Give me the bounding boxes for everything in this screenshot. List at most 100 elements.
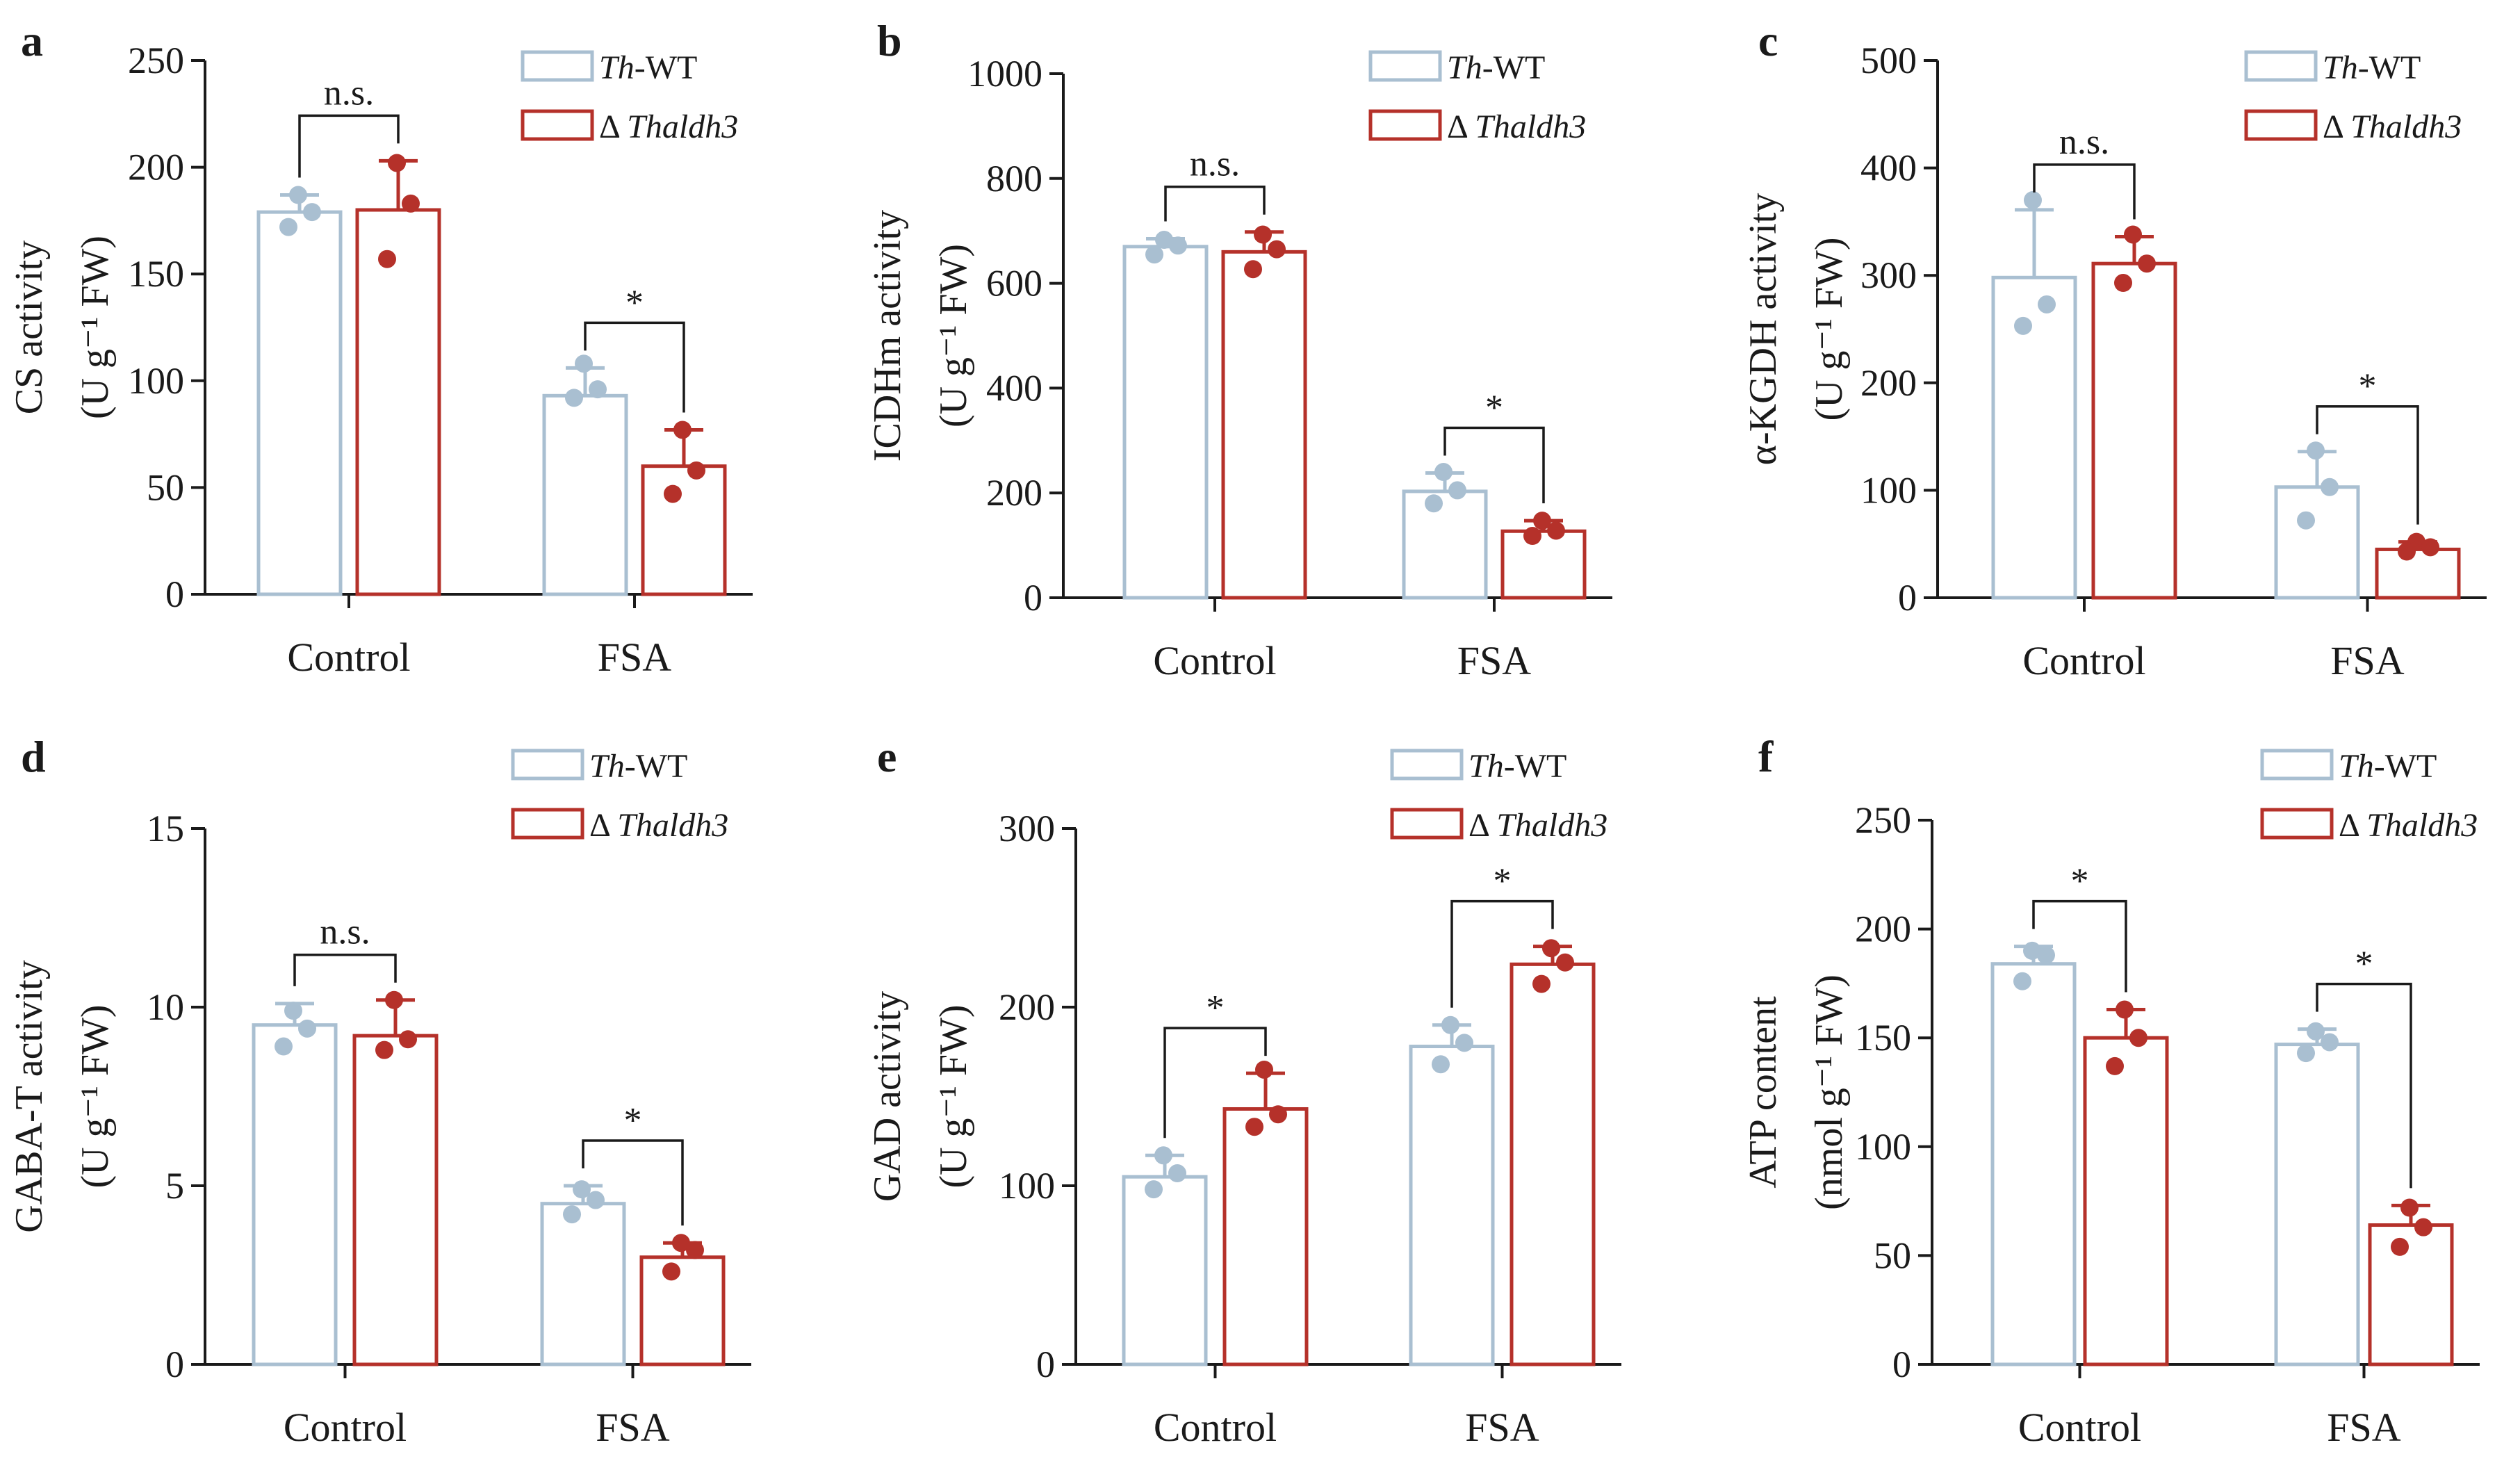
data-point	[1145, 1180, 1163, 1199]
data-point	[399, 1030, 417, 1049]
y-tick-label: 150	[1855, 1017, 1911, 1059]
mutant-bar	[1222, 1107, 1309, 1366]
x-tick-label: Control	[284, 1405, 407, 1450]
significance-bracket	[2033, 163, 2136, 220]
wt-bar	[252, 1023, 338, 1366]
data-point	[2124, 225, 2142, 244]
significance-label: *	[1485, 389, 1503, 428]
y-tick-label: 600	[986, 263, 1042, 304]
y-tick-label: 200	[128, 147, 184, 188]
legend-swatch-mutant	[1390, 808, 1464, 840]
x-tick-label: FSA	[1457, 638, 1532, 683]
data-point	[402, 194, 420, 213]
data-point	[563, 1205, 581, 1224]
legend: Th-WT Δ Thaldh3	[521, 49, 738, 145]
legend: Th-WT Δ Thaldh3	[1390, 748, 1607, 844]
data-point	[279, 218, 297, 236]
legend-swatch-mutant	[2260, 808, 2334, 840]
x-tick-label: FSA	[2327, 1405, 2401, 1450]
mutant-bar	[639, 1255, 726, 1366]
mutant-bar	[2375, 547, 2461, 600]
data-point	[662, 1262, 680, 1281]
y-tick-label: 100	[999, 1165, 1055, 1207]
y-tick-label: 400	[1860, 147, 1917, 189]
y-tick-label: 400	[986, 367, 1042, 409]
y-tick-label: 100	[1855, 1126, 1911, 1168]
y-tick-label: 300	[999, 808, 1055, 849]
y-tick-label: 100	[128, 360, 184, 402]
chart-panel-d: d GABA-T activity (U g⁻¹ FW) 0 5 10 15 Control F…	[8, 732, 751, 1450]
chart-panel-a: a CS activity (U g⁻¹ FW) 0 50 100 150 200 250 Con…	[8, 16, 753, 680]
legend-label-mutant: Δ Thaldh3	[599, 108, 738, 145]
panel-letter: c	[1758, 16, 1778, 65]
significance-bracket	[2316, 982, 2412, 1189]
y-tick-label: 1000	[967, 53, 1042, 95]
panel-letter: e	[877, 732, 897, 781]
y-tick-label: 200	[999, 986, 1055, 1028]
y-axis-title: GABA-T activity	[8, 960, 51, 1232]
data-point	[1169, 236, 1187, 255]
significance-label: n.s.	[324, 73, 374, 113]
data-point	[2129, 1029, 2147, 1047]
data-point	[385, 990, 403, 1009]
wt-bar	[1990, 962, 2077, 1366]
data-point	[388, 154, 406, 172]
data-point	[1455, 1034, 1473, 1052]
data-point	[2013, 972, 2031, 990]
panel-letter: a	[21, 16, 43, 65]
x-tick-label: Control	[2022, 638, 2145, 683]
significance-bracket	[582, 1139, 684, 1226]
data-point	[672, 1234, 690, 1252]
data-point	[2321, 1033, 2339, 1052]
y-tick-label: 0	[165, 1344, 184, 1385]
data-point	[1268, 240, 1286, 259]
legend-label-mutant: Δ Thaldh3	[2339, 807, 2478, 844]
y-tick-label: 10	[147, 986, 184, 1028]
legend: Th-WT Δ Thaldh3	[2244, 49, 2462, 145]
data-point	[575, 354, 593, 373]
significance-bracket	[2316, 405, 2419, 525]
legend-swatch-wt	[2244, 50, 2318, 82]
mutant-bar	[2368, 1223, 2454, 1366]
y-tick-label: 0	[1898, 577, 1917, 619]
mutant-bar	[352, 1034, 439, 1366]
y-axis-unit: (U g⁻¹ FW)	[74, 236, 117, 419]
legend-swatch-mutant	[511, 808, 584, 840]
wt-bar	[2274, 485, 2360, 600]
y-axis-title: GAD activity	[866, 991, 909, 1202]
significance-label: *	[625, 283, 644, 323]
data-point	[686, 1241, 704, 1259]
significance-label: *	[624, 1101, 642, 1141]
x-tick-label: FSA	[1465, 1405, 1539, 1450]
data-point	[1542, 939, 1560, 958]
data-point	[1432, 1055, 1450, 1074]
mutant-bar	[641, 464, 727, 596]
y-tick-label: 300	[1860, 254, 1917, 296]
data-point	[1255, 1060, 1273, 1079]
y-tick-label: 50	[147, 466, 184, 508]
legend-swatch-wt	[1390, 749, 1464, 781]
y-tick-label: 250	[128, 40, 184, 81]
data-point	[664, 484, 682, 503]
significance-label: *	[2071, 862, 2089, 901]
y-axis-unit: (nmol g⁻¹ FW)	[1808, 974, 1851, 1210]
y-tick-label: 250	[1855, 799, 1911, 841]
data-point	[673, 421, 692, 439]
data-point	[289, 186, 307, 204]
data-point	[2106, 1056, 2124, 1075]
data-point	[2023, 941, 2041, 960]
data-point	[589, 380, 607, 399]
legend: Th-WT Δ Thaldh3	[1368, 49, 1586, 145]
data-point	[2307, 1022, 2325, 1040]
x-tick-label: Control	[2018, 1405, 2141, 1450]
data-point	[2421, 538, 2439, 557]
legend-swatch-mutant	[1368, 109, 1442, 141]
significance-label: *	[1206, 988, 1225, 1028]
y-tick-label: 0	[1892, 1344, 1911, 1385]
y-axis-title: CS activity	[8, 240, 51, 414]
legend-swatch-wt	[511, 749, 584, 781]
data-point	[2037, 946, 2055, 965]
y-axis-unit: (U g⁻¹ FW)	[932, 1004, 975, 1188]
legend-label-mutant: Δ Thaldh3	[589, 807, 728, 844]
significance-label: n.s.	[320, 913, 370, 952]
